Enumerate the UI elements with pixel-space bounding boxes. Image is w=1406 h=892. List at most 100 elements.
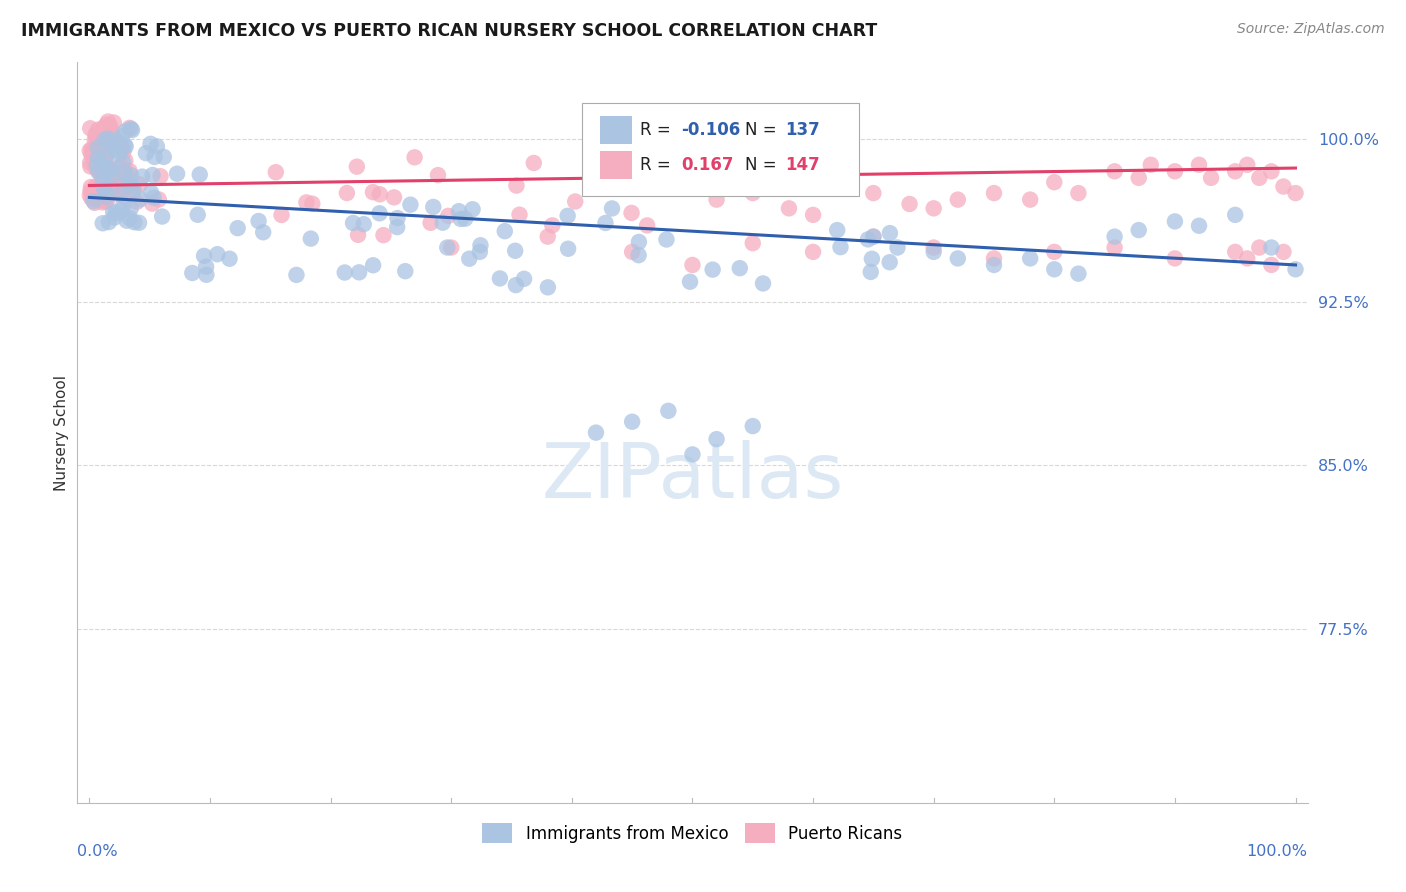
Point xyxy=(879,255,901,269)
Point xyxy=(1188,158,1211,172)
Point xyxy=(94,166,117,180)
Point xyxy=(114,169,136,183)
Point xyxy=(657,404,679,418)
Point xyxy=(801,208,824,222)
Point xyxy=(131,169,153,184)
Point xyxy=(557,209,579,223)
Point xyxy=(1284,186,1306,200)
Point xyxy=(112,145,135,159)
Point xyxy=(610,153,633,168)
Point xyxy=(108,187,131,202)
Point xyxy=(600,202,623,216)
Point xyxy=(1043,244,1066,259)
Point xyxy=(118,211,141,225)
Point xyxy=(120,168,142,182)
Point xyxy=(83,143,105,157)
Point xyxy=(111,203,134,218)
Point xyxy=(112,165,135,179)
Point xyxy=(108,147,131,161)
Point xyxy=(1128,170,1150,185)
Point xyxy=(860,252,883,266)
Point xyxy=(898,197,921,211)
Point xyxy=(107,169,129,184)
Point xyxy=(124,215,146,229)
Point xyxy=(422,200,444,214)
Text: R =: R = xyxy=(640,155,671,174)
Point xyxy=(620,206,643,220)
Point xyxy=(89,162,111,177)
Point xyxy=(122,184,145,198)
Point xyxy=(382,190,405,204)
Point xyxy=(679,275,702,289)
Point xyxy=(114,138,136,153)
Point xyxy=(347,265,370,279)
Point xyxy=(361,185,384,199)
Point xyxy=(537,280,560,294)
Point xyxy=(830,240,852,254)
Point xyxy=(114,178,136,193)
Text: Source: ZipAtlas.com: Source: ZipAtlas.com xyxy=(1237,22,1385,37)
Point xyxy=(922,202,945,216)
Point xyxy=(79,188,101,202)
Point xyxy=(83,133,105,147)
Point xyxy=(142,191,165,205)
Point xyxy=(104,206,127,220)
Point xyxy=(139,136,162,151)
Point xyxy=(454,211,477,226)
Point xyxy=(247,214,270,228)
Point xyxy=(1164,164,1187,178)
Point xyxy=(862,229,884,244)
Point xyxy=(1188,219,1211,233)
Point xyxy=(557,242,579,256)
Point xyxy=(94,151,117,165)
Point xyxy=(682,447,704,461)
Point xyxy=(87,160,110,174)
Point xyxy=(1260,258,1282,272)
Point xyxy=(1104,229,1126,244)
Point xyxy=(101,141,124,155)
Point xyxy=(1225,244,1247,259)
Point xyxy=(1272,244,1295,259)
Point xyxy=(90,185,112,199)
Text: 0.0%: 0.0% xyxy=(77,844,118,858)
Point xyxy=(336,186,359,200)
Point xyxy=(90,192,112,206)
Point xyxy=(97,161,120,175)
Point xyxy=(96,162,118,177)
Point xyxy=(627,248,650,262)
Point xyxy=(80,147,103,161)
Point xyxy=(1225,164,1247,178)
Point xyxy=(458,252,481,266)
Point xyxy=(83,195,105,210)
Point xyxy=(118,164,141,178)
Point xyxy=(91,182,114,196)
Point xyxy=(101,140,124,154)
Point xyxy=(1139,158,1161,172)
Point xyxy=(149,169,172,184)
Point xyxy=(181,266,204,280)
Point xyxy=(946,252,969,266)
Point xyxy=(108,175,131,189)
Point xyxy=(1249,240,1271,254)
Point xyxy=(1128,223,1150,237)
Point xyxy=(1260,164,1282,178)
Point xyxy=(96,194,118,208)
Point xyxy=(886,240,908,254)
Point xyxy=(252,225,274,239)
Point xyxy=(84,128,107,142)
Point xyxy=(218,252,240,266)
Point xyxy=(862,229,884,244)
Text: 0.167: 0.167 xyxy=(682,155,734,174)
Point xyxy=(80,191,103,205)
Point xyxy=(741,419,763,434)
Point xyxy=(637,157,659,171)
Point xyxy=(93,126,115,140)
Point xyxy=(301,196,323,211)
Point xyxy=(564,194,586,209)
Point xyxy=(112,197,135,211)
Point xyxy=(87,151,110,165)
Point xyxy=(489,271,512,285)
Point xyxy=(1260,240,1282,254)
Point xyxy=(346,160,368,174)
Point xyxy=(121,123,143,137)
